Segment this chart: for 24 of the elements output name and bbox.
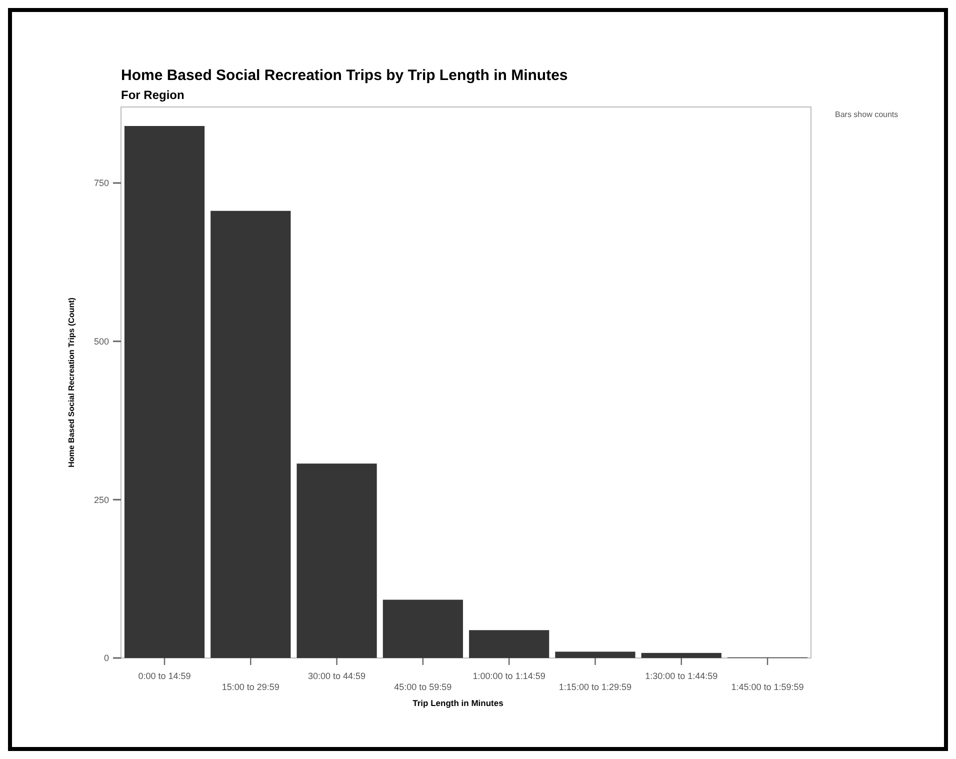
chart-title: Home Based Social Recreation Trips by Trip Length in Minutes (121, 67, 568, 84)
x-tick-label: 30:00 to 44:59 (308, 671, 366, 681)
y-tick-label: 750 (94, 178, 109, 188)
chart-subtitle: For Region (121, 88, 184, 102)
x-tick-label: 1:00:00 to 1:14:59 (472, 671, 546, 681)
x-tick-label: 1:30:00 to 1:44:59 (645, 671, 718, 681)
x-tick-label: 45:00 to 59:59 (394, 682, 452, 692)
x-tick-label: 1:15:00 to 1:29:59 (558, 682, 632, 692)
bar (469, 630, 550, 658)
text: Bars show counts (835, 110, 898, 119)
bar (210, 210, 291, 658)
y-tick-label: 250 (94, 494, 109, 505)
bar (296, 464, 377, 658)
x-tick-label: 15:00 to 29:59 (222, 682, 280, 692)
y-axis-title: Home Based Social Recreation Trips (Count) (67, 297, 76, 468)
y-tick-label: 0 (104, 653, 109, 664)
bar (382, 600, 463, 658)
x-axis-title: Trip Length in Minutes (412, 698, 504, 708)
x-tick-label: 0:00 to 14:59 (138, 671, 191, 681)
bar (641, 652, 722, 658)
y-tick-label: 500 (94, 336, 109, 346)
bar (555, 652, 636, 658)
bar (124, 126, 205, 658)
x-tick-label: 1:45:00 to 1:59:59 (731, 682, 804, 692)
